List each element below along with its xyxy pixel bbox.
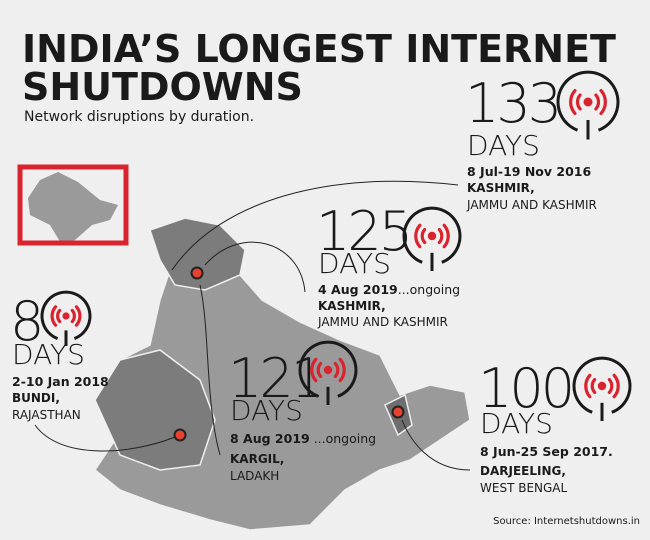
- arrow: [199, 284, 221, 456]
- icon-wave: [56, 308, 76, 324]
- kashmir-region: [149, 217, 246, 291]
- date: 2-10 Jan 2018: [12, 374, 109, 389]
- icon-wave: [414, 223, 450, 249]
- map: [93, 217, 471, 531]
- icon-wave: [50, 305, 82, 327]
- place: DARJEELING,: [480, 464, 566, 478]
- date-range: 2-10 Jan 2018: [12, 374, 109, 389]
- icon-ring: [40, 290, 92, 340]
- signal-icon: [298, 340, 358, 405]
- day-count: 8: [10, 290, 41, 353]
- day-unit: DAYS: [467, 129, 540, 162]
- day-unit: DAYS: [12, 338, 85, 371]
- date-range: 4 Aug 2019: [318, 282, 398, 297]
- source: Source: Internetshutdowns.in: [493, 516, 640, 527]
- region: JAMMU AND KASHMIR: [466, 198, 597, 212]
- icon-ring: [298, 340, 358, 398]
- day-unit: DAYS: [318, 247, 391, 280]
- icon-wave: [316, 361, 340, 379]
- inset-frame: [17, 164, 129, 246]
- icon-wave: [420, 227, 444, 245]
- icon-wave: [575, 93, 601, 111]
- status-note: ...ongoing: [398, 282, 460, 297]
- region: WEST BENGAL: [480, 481, 568, 495]
- date: 8 Aug 2019 ...ongoing: [230, 431, 376, 446]
- day-count: 100: [478, 357, 572, 420]
- connectors: [34, 180, 471, 471]
- status-note: ...ongoing: [310, 431, 376, 446]
- subtitle: Network disruptions by duration.: [24, 109, 254, 125]
- icon-wave: [310, 357, 346, 383]
- icon-dot: [583, 97, 593, 107]
- icon-wave: [584, 373, 620, 399]
- place: KASHMIR,: [318, 299, 386, 313]
- title: INDIA’S LONGEST INTERNET: [22, 27, 616, 71]
- signal-icon: [556, 70, 620, 140]
- place: KASHMIR,: [467, 181, 535, 195]
- date-range: 8 Aug 2019: [230, 431, 310, 446]
- signal-icon: [402, 206, 462, 271]
- place: BUNDI,: [12, 391, 60, 405]
- icon-ring: [572, 356, 632, 414]
- icon-ring: [556, 70, 620, 132]
- rajasthan-region: [94, 349, 216, 471]
- inset-india: [28, 172, 118, 245]
- pin: [173, 428, 187, 442]
- icon-dot: [597, 381, 607, 391]
- title: SHUTDOWNS: [22, 65, 303, 109]
- date: 8 Jul-19 Nov 2016: [467, 164, 591, 179]
- icon-dot: [427, 231, 437, 241]
- icon-dot: [323, 365, 333, 375]
- inset-map: [17, 164, 129, 246]
- pin: [391, 405, 405, 419]
- arrow: [171, 180, 459, 271]
- arrow: [401, 419, 471, 471]
- day-count: 125: [316, 200, 410, 263]
- place: KARGIL,: [230, 452, 284, 466]
- signal-icon: [572, 356, 632, 421]
- icon-wave: [569, 88, 607, 116]
- date: 8 Jun-25 Sep 2017.: [480, 444, 613, 459]
- icon-dot: [62, 312, 70, 320]
- arrow: [204, 241, 306, 293]
- date-range: 8 Jul-19 Nov 2016: [467, 164, 591, 179]
- day-count: 121: [228, 347, 322, 410]
- icon-wave: [590, 377, 614, 395]
- icon-ring: [402, 206, 462, 264]
- arrow: [34, 424, 176, 452]
- date: 4 Aug 2019...ongoing: [318, 282, 460, 297]
- region: JAMMU AND KASHMIR: [317, 315, 448, 329]
- region: RAJASTHAN: [12, 408, 81, 422]
- signal-icon: [40, 290, 92, 346]
- day-unit: DAYS: [230, 394, 303, 427]
- pins: [173, 266, 405, 442]
- day-unit: DAYS: [480, 407, 553, 440]
- date-range: 8 Jun-25 Sep 2017.: [480, 444, 613, 459]
- pin: [190, 266, 204, 280]
- region: LADAKH: [230, 469, 279, 483]
- day-count: 133: [465, 72, 559, 135]
